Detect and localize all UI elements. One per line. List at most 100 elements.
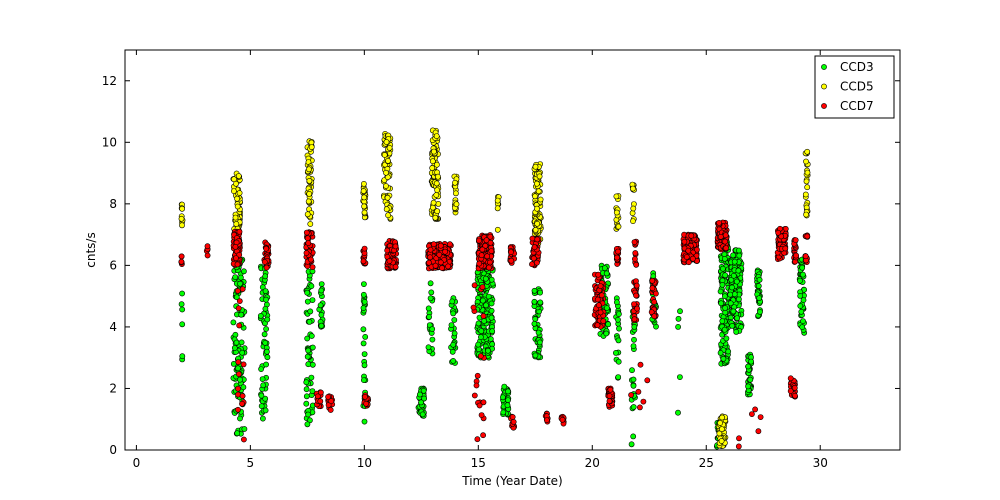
data-point [237,280,243,287]
data-point [303,250,310,256]
data-point [637,361,644,368]
data-point [239,286,246,292]
data-point [427,254,433,261]
data-point [534,236,541,243]
data-point [749,411,755,417]
data-point [730,252,736,259]
data-point [475,320,482,327]
data-point [362,393,368,400]
data-point [736,252,743,259]
data-point [677,308,683,315]
data-point [430,241,437,248]
data-point [179,353,186,360]
data-point [727,300,734,307]
data-point [690,255,696,262]
data-point [233,255,239,261]
data-point [361,298,368,305]
data-point [797,303,804,309]
data-point [736,435,742,442]
data-point [613,209,620,216]
data-point [630,343,637,349]
data-point [257,312,264,319]
data-point [536,173,543,180]
data-point [234,287,241,294]
data-point [445,263,451,270]
data-point [613,349,619,356]
data-point [804,148,811,155]
x-tick-label: 15 [471,456,486,470]
data-point [392,243,399,250]
data-point [537,289,543,296]
data-point [488,314,495,321]
data-point [791,384,798,391]
data-point [727,291,734,298]
y-tick-label: 2 [109,381,117,395]
data-point [230,188,237,194]
data-point [482,275,489,282]
data-point [383,206,390,213]
data-point [429,326,436,332]
data-point [651,313,658,320]
data-point [263,296,269,303]
data-point [488,300,495,307]
data-point [305,411,311,418]
data-point [478,252,485,259]
data-point [230,319,237,326]
data-point [304,353,311,360]
data-point [361,245,368,252]
data-point [317,389,324,396]
data-point [630,218,636,224]
data-point [600,318,607,324]
data-point [723,335,730,342]
data-point [233,339,240,346]
data-point [487,233,494,240]
data-point [628,392,634,398]
data-point [615,248,621,255]
data-point [731,258,738,265]
data-point [429,165,436,171]
data-point [615,358,622,365]
data-point [504,402,511,409]
data-point [239,393,246,399]
data-point [615,316,621,323]
data-point [605,321,612,328]
data-point [386,258,393,264]
data-point [307,256,314,263]
data-point [262,273,269,280]
data-point [505,397,511,403]
data-point [303,229,310,236]
data-point [803,211,809,218]
legend-marker [821,64,827,70]
data-point [755,428,762,435]
data-point [428,289,435,296]
data-point [178,253,185,260]
data-point [688,232,695,239]
data-point [240,268,247,275]
data-point [644,377,651,384]
data-point [433,180,440,187]
data-point [716,219,722,226]
data-point [534,205,540,212]
legend-marker [821,103,827,109]
y-tick-label: 0 [109,443,117,457]
data-point [309,344,316,351]
x-tick-label: 20 [585,456,600,470]
data-point [263,245,270,252]
data-point [237,376,243,383]
data-point [430,148,437,155]
data-point [595,271,602,278]
data-point [306,177,313,184]
data-point [434,187,440,193]
data-point [529,235,536,242]
data-point [238,311,245,318]
data-point [260,382,267,389]
data-point [303,379,310,386]
data-point [648,309,655,315]
data-point [262,339,269,346]
data-point [231,345,238,351]
data-point [606,393,613,399]
data-point [360,281,367,287]
data-point [596,302,602,309]
data-point [752,406,758,413]
data-point [607,386,614,393]
